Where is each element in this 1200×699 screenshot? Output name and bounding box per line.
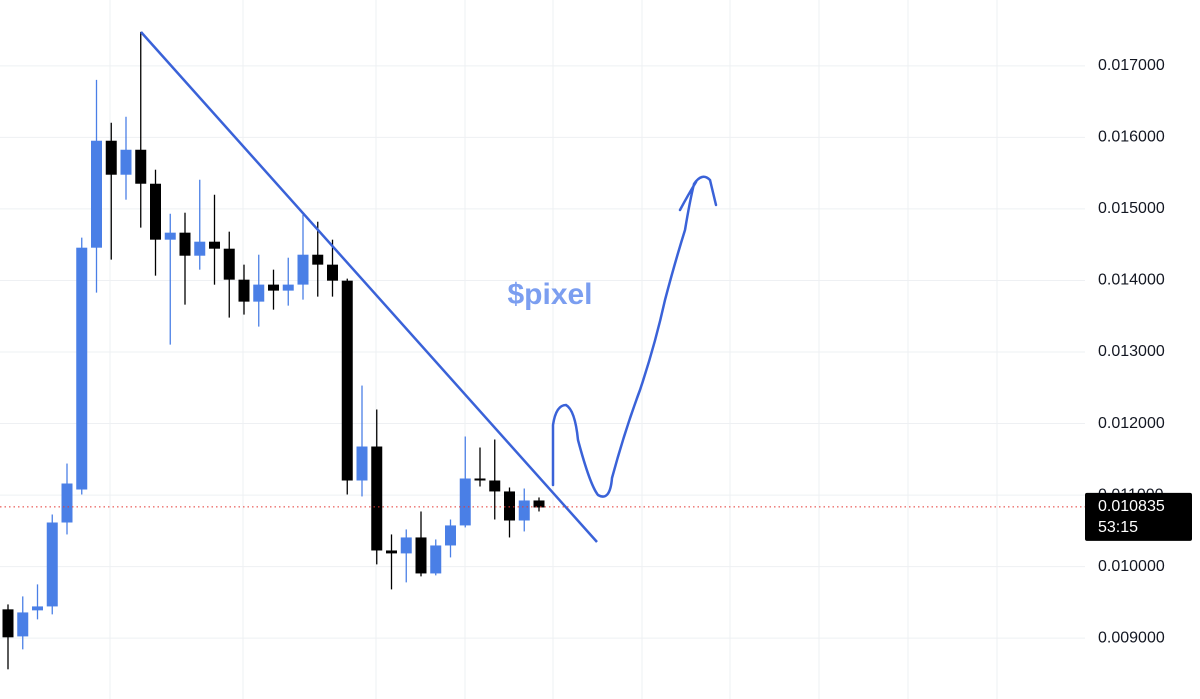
- last-price-label: 0.010835: [1098, 498, 1165, 515]
- candle-body: [76, 247, 88, 490]
- candle-body: [371, 446, 383, 551]
- candle-body: [400, 537, 412, 554]
- candle-body: [17, 612, 29, 637]
- candle-body: [459, 478, 471, 526]
- candle-body: [341, 280, 353, 481]
- candle-body: [356, 446, 368, 481]
- candle-body: [445, 525, 456, 546]
- candle-body: [474, 478, 486, 481]
- y-tick-label: 0.015000: [1098, 200, 1165, 217]
- price-axis: 0.0090000.0100000.0110000.0120000.013000…: [1098, 57, 1165, 646]
- candle-body: [150, 183, 161, 240]
- candle-body: [46, 522, 58, 607]
- countdown-label: 53:15: [1098, 519, 1138, 536]
- candle-body: [327, 264, 338, 281]
- candle-body: [164, 232, 176, 240]
- candle-body: [194, 241, 206, 256]
- candle-body: [91, 140, 102, 248]
- candle-body: [533, 500, 545, 508]
- hand-drawn-path: [551, 175, 718, 498]
- candle-body: [32, 606, 43, 611]
- y-tick-label: 0.016000: [1098, 129, 1165, 146]
- trendline: [140, 31, 598, 543]
- y-tick-label: 0.012000: [1098, 415, 1165, 432]
- y-tick-label: 0.010000: [1098, 558, 1165, 575]
- candle-body: [105, 140, 117, 175]
- y-tick-label: 0.017000: [1098, 57, 1165, 74]
- candle-body: [268, 284, 279, 291]
- candle-body: [415, 537, 427, 574]
- candle-body: [209, 241, 220, 249]
- candle-body: [386, 550, 397, 554]
- candle-body: [61, 483, 73, 523]
- candle-body: [282, 284, 294, 291]
- annotation: $pixel: [507, 278, 592, 311]
- candle-body: [223, 248, 235, 280]
- candle-body: [179, 232, 191, 256]
- y-tick-label: 0.013000: [1098, 343, 1165, 360]
- grid: [0, 65, 1085, 639]
- y-tick-label: 0.009000: [1098, 629, 1165, 646]
- candle-body: [504, 491, 515, 521]
- candles: [2, 31, 545, 670]
- price-tag-bg: [1085, 492, 1192, 541]
- candle-body: [297, 254, 309, 285]
- y-tick-label: 0.014000: [1098, 272, 1165, 289]
- candle-body: [135, 149, 147, 184]
- candle-body: [430, 545, 442, 574]
- candle-body: [489, 480, 501, 492]
- price-tag: 0.010835 53:15: [0, 492, 1192, 541]
- candle-body: [2, 609, 14, 638]
- candle-body: [253, 284, 265, 302]
- candle-body: [312, 254, 324, 265]
- candle-body: [238, 279, 250, 302]
- time-grid: [109, 0, 998, 699]
- candle-body: [518, 500, 530, 521]
- candle-body: [120, 149, 132, 175]
